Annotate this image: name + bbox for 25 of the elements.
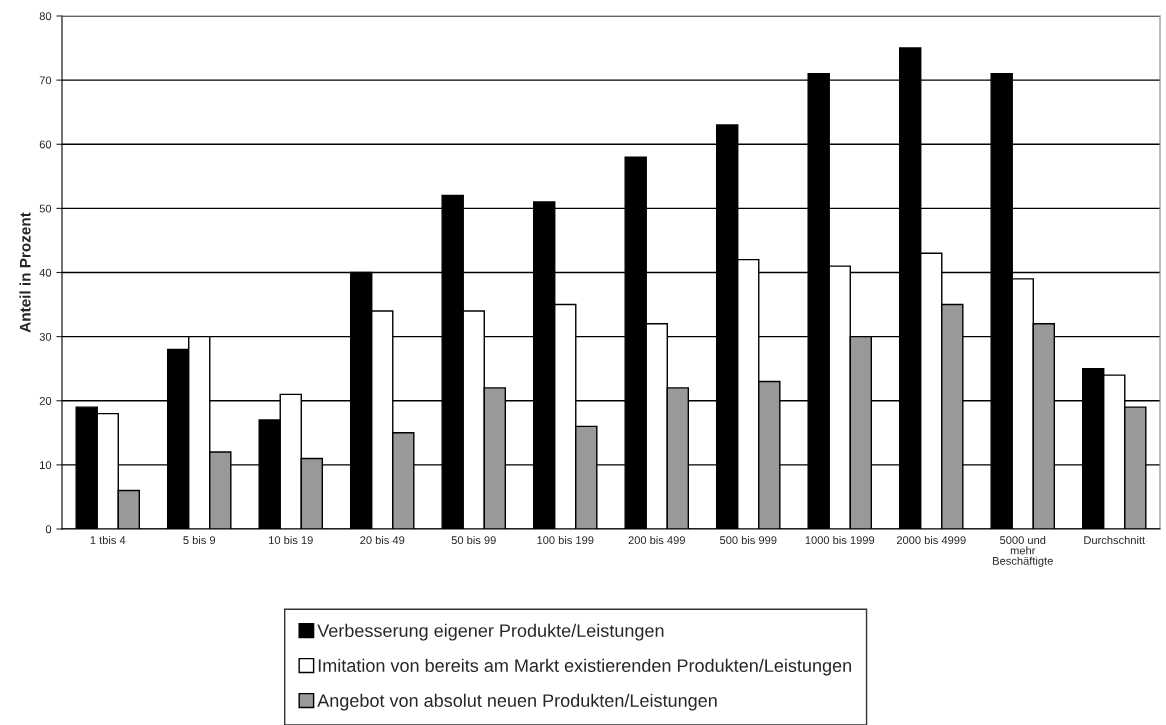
x-tick-label: 1 tbis 4 xyxy=(90,535,126,545)
y-tick-label: 30 xyxy=(39,332,52,341)
y-axis-title: Anteil in Prozent xyxy=(19,212,31,333)
x-tick-label: 500 bis 999 xyxy=(719,535,777,545)
x-tick-label: 200 bis 499 xyxy=(628,535,685,545)
legend-label: Angebot von absolut neuen Produkten/Leistungen xyxy=(317,693,717,711)
legend-label: Imitation von bereits am Markt existierenden Produkten/Leistungen xyxy=(318,658,851,676)
y-tick-label: 80 xyxy=(39,12,52,21)
x-tick-label: 10 bis 19 xyxy=(269,535,313,545)
y-tick-label: 60 xyxy=(39,140,52,149)
x-tick-label: 1000 bis 1999 xyxy=(805,535,875,545)
legend-label: Verbesserung eigener Produkte/Leistungen xyxy=(317,623,664,641)
y-tick-label: 40 xyxy=(39,268,52,277)
x-tick-label: Durchschnitt xyxy=(1084,535,1146,545)
x-tick-label: 50 bis 99 xyxy=(451,535,496,545)
x-tick-label: 2000 bis 4999 xyxy=(896,535,966,545)
x-tick-label: 100 bis 199 xyxy=(537,535,594,545)
y-tick-label: 70 xyxy=(39,76,52,85)
x-tick-label: 20 bis 49 xyxy=(360,535,405,545)
y-tick-label: 20 xyxy=(39,397,52,405)
y-tick-label: 10 xyxy=(40,461,52,470)
y-tick-label: 50 xyxy=(39,204,52,213)
y-tick-label: 0 xyxy=(45,525,52,534)
x-tick-label: 5000 und mehr Beschäftigte xyxy=(993,535,1053,568)
x-tick-label: 5 bis 9 xyxy=(183,535,216,545)
